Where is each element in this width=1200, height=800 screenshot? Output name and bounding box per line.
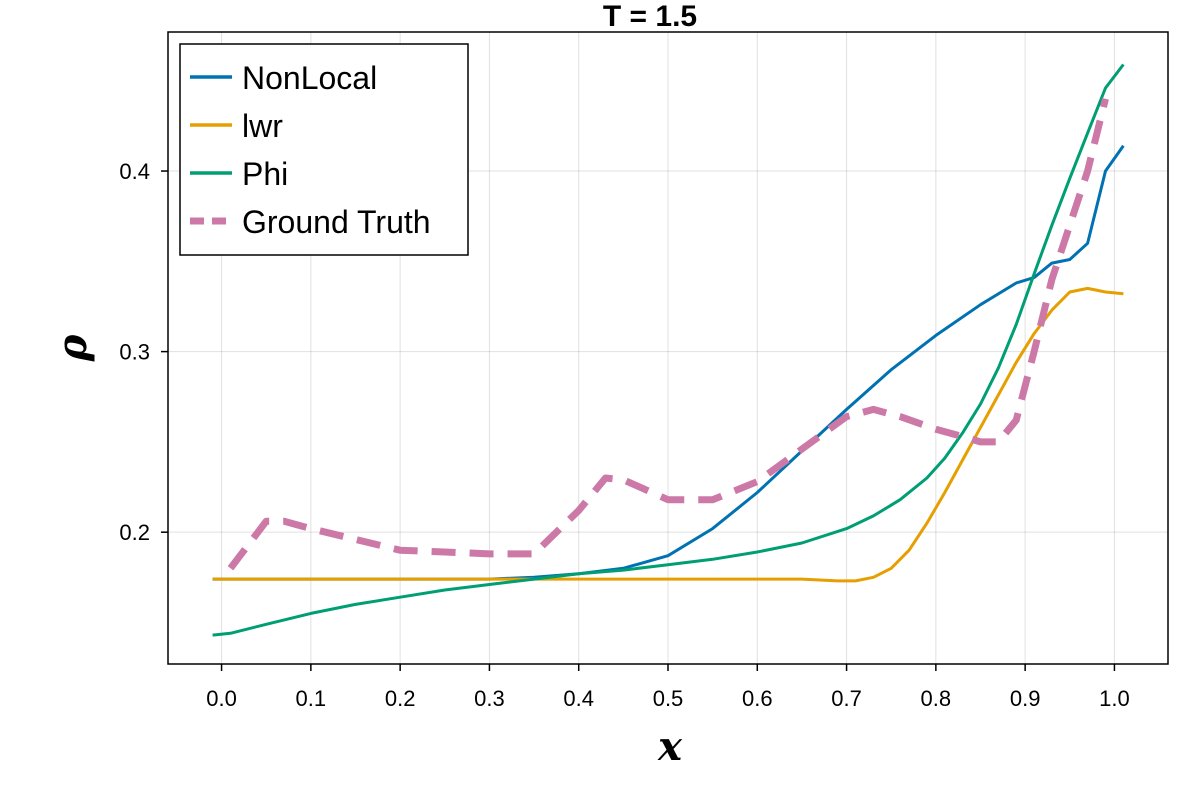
x-tick-label: 0.4: [563, 686, 594, 711]
chart-title: T = 1.5: [603, 0, 697, 33]
series-line-phi: [212, 63, 1125, 637]
y-tick-label: 0.2: [119, 520, 150, 545]
series-line-ground-truth: [227, 97, 1109, 571]
x-tick-label: 0.8: [921, 686, 952, 711]
legend-label-ground-truth: Ground Truth: [242, 204, 431, 240]
y-tick-label: 0.3: [119, 340, 150, 365]
legend: NonLocal lwr Phi Ground Truth: [179, 43, 469, 256]
legend-label-lwr: lwr: [242, 108, 283, 144]
y-axis-label: ρ: [49, 334, 96, 362]
x-tick-label: 0.0: [206, 686, 237, 711]
legend-box: [179, 43, 469, 256]
x-tick-label: 0.5: [653, 686, 684, 711]
x-tick-label: 0.6: [742, 686, 773, 711]
series-line-lwr: [212, 286, 1124, 583]
x-tick-label: 0.7: [831, 686, 862, 711]
x-axis-label: x: [657, 723, 683, 770]
y-tick-label: 0.4: [119, 159, 150, 184]
x-tick-label: 0.1: [296, 686, 327, 711]
legend-label-phi: Phi: [242, 156, 288, 192]
axis-ticks: 0.0 0.1 0.2 0.3 0.4 0.5 0.6 0.7 0.8 0.9 1.0 0.2 0.3 0…: [119, 159, 1129, 711]
x-tick-label: 0.2: [385, 686, 416, 711]
legend-label-nonlocal: NonLocal: [242, 60, 377, 96]
x-tick-label: 0.3: [474, 686, 505, 711]
x-tick-label: 1.0: [1099, 686, 1130, 711]
x-tick-label: 0.9: [1010, 686, 1041, 711]
series-lines: [212, 63, 1125, 637]
